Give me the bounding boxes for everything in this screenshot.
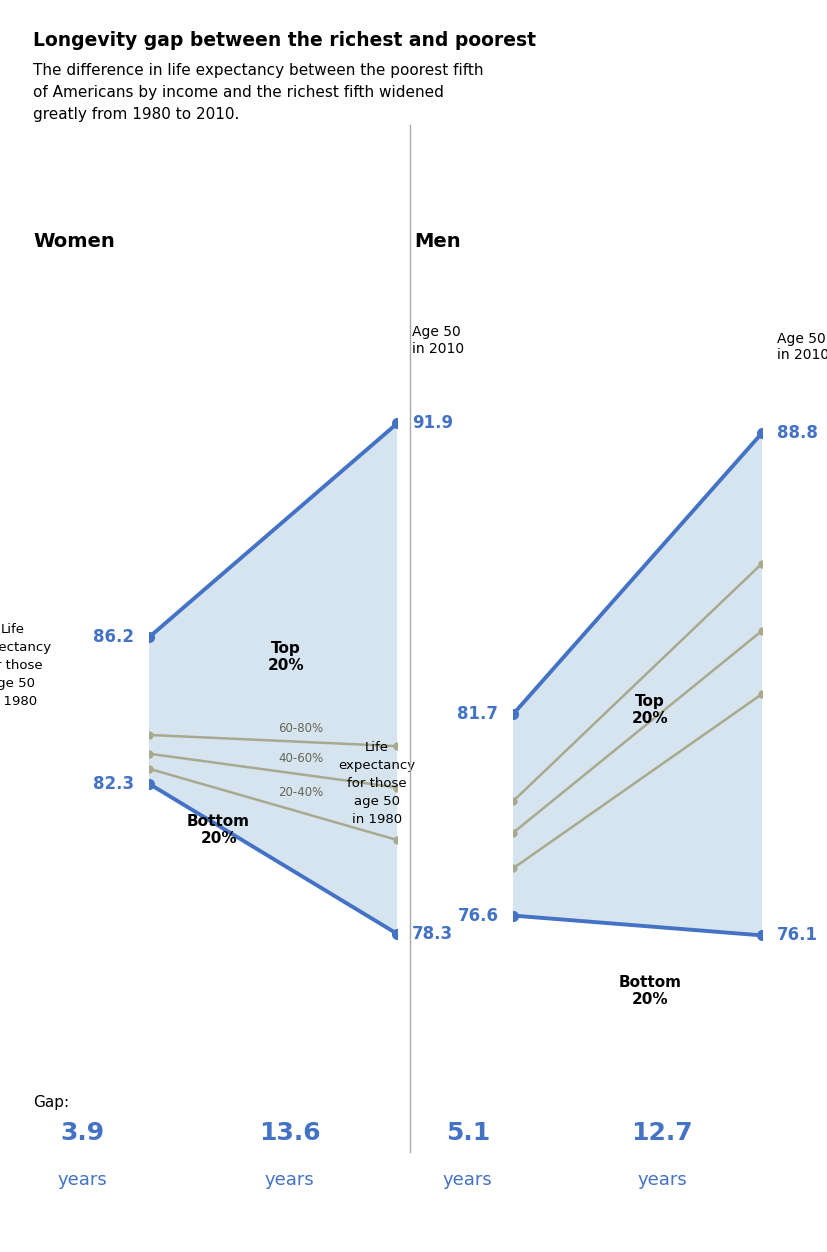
Text: years: years	[58, 1171, 108, 1188]
Text: 5.1: 5.1	[445, 1121, 490, 1144]
Text: years: years	[637, 1171, 686, 1188]
Text: 3.9: 3.9	[60, 1121, 105, 1144]
Text: Top
20%: Top 20%	[631, 694, 667, 726]
Text: 88.8: 88.8	[776, 424, 816, 442]
Text: 82.3: 82.3	[93, 775, 134, 793]
Text: Life
expectancy
for those
age 50
in 1980: Life expectancy for those age 50 in 1980	[0, 623, 51, 707]
Text: 13.6: 13.6	[259, 1121, 320, 1144]
Text: Age 50
in 2010: Age 50 in 2010	[412, 326, 464, 356]
Text: Longevity gap between the richest and poorest: Longevity gap between the richest and po…	[33, 31, 535, 50]
Text: 40-60%: 40-60%	[278, 752, 323, 765]
Text: Age 50
in 2010: Age 50 in 2010	[776, 332, 827, 362]
Text: Bottom
20%: Bottom 20%	[618, 975, 681, 1008]
Text: 20-40%: 20-40%	[278, 786, 323, 799]
Text: years: years	[265, 1171, 314, 1188]
Text: 76.6: 76.6	[457, 906, 498, 925]
Text: 76.1: 76.1	[776, 926, 817, 944]
Text: 78.3: 78.3	[412, 925, 453, 943]
Text: 60-80%: 60-80%	[278, 722, 323, 735]
Text: 12.7: 12.7	[631, 1121, 692, 1144]
Text: Top
20%: Top 20%	[267, 641, 304, 674]
Polygon shape	[513, 433, 761, 935]
Text: Gap:: Gap:	[33, 1096, 69, 1111]
Text: years: years	[442, 1171, 492, 1188]
Text: 81.7: 81.7	[457, 705, 498, 722]
Text: Bottom
20%: Bottom 20%	[187, 814, 250, 846]
Text: The difference in life expectancy between the poorest fifth
of Americans by inco: The difference in life expectancy betwee…	[33, 63, 483, 121]
Text: Life
expectancy
for those
age 50
in 1980: Life expectancy for those age 50 in 1980	[337, 741, 415, 825]
Polygon shape	[149, 423, 397, 934]
Text: Women: Women	[33, 232, 115, 250]
Text: Men: Men	[414, 232, 460, 250]
Text: 91.9: 91.9	[412, 414, 453, 432]
Text: 86.2: 86.2	[93, 629, 134, 646]
